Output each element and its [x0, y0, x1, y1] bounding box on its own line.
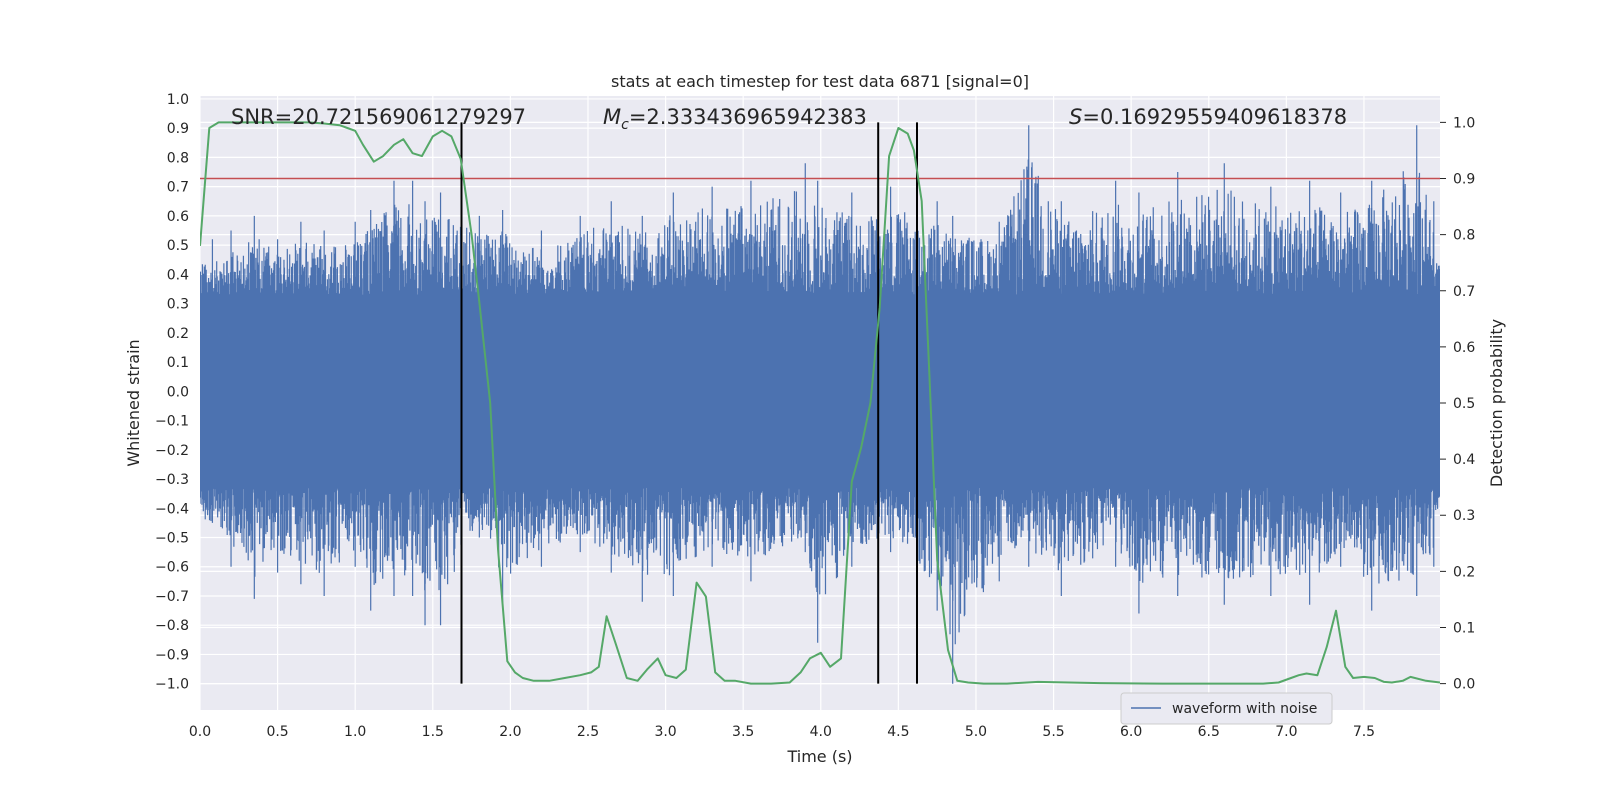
y2-tick-label: 1.0	[1453, 115, 1475, 131]
x-tick-label: 3.5	[732, 724, 754, 740]
y-tick-label: −0.2	[155, 443, 189, 459]
y-tick-label: −0.5	[155, 530, 189, 546]
y-tick-label: −0.3	[155, 472, 189, 488]
s-value: =0.16929559409618378	[1082, 105, 1347, 129]
x-tick-label: 5.0	[965, 724, 987, 740]
legend-label: waveform with noise	[1172, 701, 1317, 717]
x-tick-label: 3.0	[654, 724, 676, 740]
probability-line	[200, 121, 1440, 685]
y-tick-label: 0.9	[167, 121, 189, 137]
legend-box	[1120, 692, 1333, 725]
x-tick-label: 7.0	[1275, 724, 1297, 740]
y-tick-label: 0.6	[167, 209, 189, 225]
waveform-series	[200, 125, 1440, 684]
chart-title: stats at each timestep for test data 687…	[611, 72, 1029, 91]
x-tick-label: 0.5	[266, 724, 288, 740]
y2-tick-label: 0.7	[1453, 284, 1475, 300]
y-tick-label: −0.6	[155, 560, 189, 576]
x-tick-label: 5.5	[1042, 724, 1064, 740]
y-tick-label: 0.8	[167, 150, 189, 166]
y-tick-label: −1.0	[155, 677, 189, 693]
x-tick-label: 1.0	[344, 724, 366, 740]
x-axis-label: Time (s)	[786, 747, 852, 766]
x-tick-label: 7.5	[1353, 724, 1375, 740]
y-tick-labels: 1.0 0.9 0.8 0.7 0.6 0.5 0.4 0.3 0.2 0.1 0.0 −0.1 −0.…	[155, 92, 189, 693]
y-tick-label: 1.0	[167, 92, 189, 108]
y2-tick-label: 0.3	[1453, 508, 1475, 524]
chirp-mass-annotation: Mc=2.333436965942383	[603, 105, 867, 133]
x-tick-label: 4.0	[810, 724, 832, 740]
y-tick-label: 0.5	[167, 238, 189, 254]
y-tick-label: 0.2	[167, 326, 189, 342]
y2-tick-label: 0.1	[1453, 620, 1475, 636]
x-tick-label: 1.5	[422, 724, 444, 740]
y-tick-label: 0.0	[167, 384, 189, 400]
snr-annotation: SNR=20.721569061279297	[231, 105, 526, 129]
y2-axis-label: Detection probability	[1487, 319, 1506, 487]
y2-tick-labels: 1.0 0.9 0.8 0.7 0.6 0.5 0.4 0.3 0.2 0.1 0.0	[1440, 115, 1475, 693]
y2-tick-label: 0.6	[1453, 340, 1475, 356]
y2-tick-label: 0.5	[1453, 396, 1475, 412]
y-tick-label: −0.1	[155, 414, 189, 430]
x-tick-label: 4.5	[887, 724, 909, 740]
mc-value: =2.333436965942383	[629, 105, 867, 129]
y-axis-label: Whitened strain	[124, 339, 143, 466]
y2-tick-label: 0.8	[1453, 228, 1475, 244]
y-tick-label: 0.4	[167, 267, 189, 283]
y-tick-label: 0.7	[167, 180, 189, 196]
x-tick-label: 2.0	[499, 724, 521, 740]
x-tick-label: 6.5	[1198, 724, 1220, 740]
mc-subscript: c	[621, 117, 629, 133]
vertical-markers	[460, 122, 918, 684]
y-tick-label: −0.8	[155, 618, 189, 634]
legend: waveform with noise	[1120, 692, 1333, 725]
y-tick-label: 0.3	[167, 297, 189, 313]
mc-symbol: M	[603, 105, 621, 129]
y-tick-label: −0.4	[155, 501, 189, 517]
s-annotation: S=0.16929559409618378	[1069, 105, 1347, 129]
waveform-line	[200, 125, 1440, 684]
x-tick-labels: 0.0 0.5 1.0 1.5 2.0 2.5 3.0 3.5 4.0 4.5 5.0 5.5 6.0 6…	[189, 724, 1375, 740]
y-tick-label: 0.1	[167, 355, 189, 371]
y2-tick-label: 0.4	[1453, 452, 1475, 468]
x-tick-label: 6.0	[1120, 724, 1142, 740]
s-symbol: S	[1069, 105, 1082, 129]
x-tick-label: 2.5	[577, 724, 599, 740]
y-tick-label: −0.9	[155, 647, 189, 663]
y2-tick-label: 0.2	[1453, 564, 1475, 580]
probability-series	[200, 121, 1440, 685]
y2-tick-label: 0.9	[1453, 172, 1475, 188]
y2-tick-label: 0.0	[1453, 677, 1475, 693]
y-tick-label: −0.7	[155, 589, 189, 605]
x-tick-label: 0.0	[189, 724, 211, 740]
